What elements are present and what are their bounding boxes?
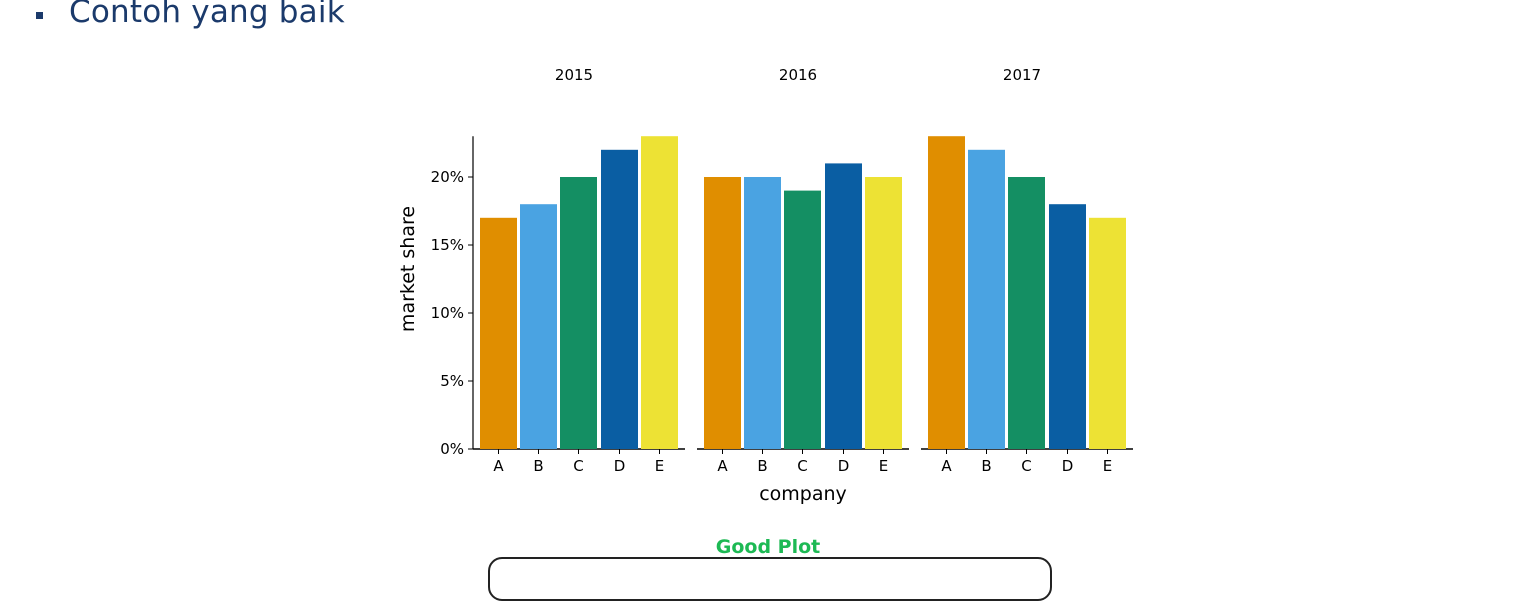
bar-2016-B bbox=[744, 177, 781, 449]
bar-2015-B bbox=[520, 204, 557, 449]
bar-2017-D bbox=[1049, 204, 1086, 449]
bar-2015-D bbox=[601, 149, 638, 450]
x-tick-label: C bbox=[1021, 457, 1031, 475]
y-tick-label: 0% bbox=[440, 440, 464, 458]
caption-box-edge bbox=[488, 557, 1052, 601]
x-tick-label: D bbox=[614, 457, 626, 475]
x-tick-label: D bbox=[838, 457, 850, 475]
y-tick-label: 5% bbox=[440, 372, 464, 390]
y-axis-title: market share bbox=[397, 206, 419, 332]
x-tick-label: A bbox=[493, 457, 504, 475]
bar-2015-C bbox=[560, 177, 597, 449]
y-tick-label: 20% bbox=[431, 168, 464, 186]
bar-2017-E bbox=[1089, 217, 1126, 449]
bullet-marker bbox=[36, 11, 43, 19]
x-tick-label: C bbox=[797, 457, 807, 475]
x-tick-label: A bbox=[717, 457, 728, 475]
panel-title-2016: 2016 bbox=[779, 66, 817, 84]
x-tick-label: B bbox=[981, 457, 991, 475]
x-tick-label: D bbox=[1062, 457, 1074, 475]
bar-2016-D bbox=[825, 163, 862, 449]
faceted-bar-chart: 0% 5% 10% 15% 20% market share 2015 A B C D E 2016 A B… bbox=[397, 66, 1133, 505]
y-tick-label: 15% bbox=[431, 236, 464, 254]
bar-2016-A bbox=[704, 177, 741, 449]
x-tick-label: C bbox=[573, 457, 583, 475]
bar-2017-C bbox=[1008, 177, 1045, 449]
bar-2015-E bbox=[641, 136, 678, 449]
x-tick-label: B bbox=[757, 457, 767, 475]
bar-2016-E bbox=[865, 177, 902, 449]
bar-2015-A bbox=[480, 217, 517, 449]
x-tick-label: B bbox=[533, 457, 543, 475]
x-tick-label: E bbox=[1103, 457, 1112, 475]
plot-caption: Good Plot bbox=[715, 536, 821, 558]
bar-2017-A bbox=[928, 136, 965, 449]
panel-title-2017: 2017 bbox=[1003, 66, 1041, 84]
x-tick-label: E bbox=[879, 457, 888, 475]
y-tick-label: 10% bbox=[431, 304, 464, 322]
x-tick-label: A bbox=[941, 457, 952, 475]
panel-title-2015: 2015 bbox=[555, 66, 593, 84]
bullet-heading: Contoh yang baik bbox=[69, 0, 345, 30]
x-tick-label: E bbox=[655, 457, 664, 475]
x-axis-title: company bbox=[759, 483, 847, 505]
bullet-item: Contoh yang baik bbox=[36, 0, 345, 30]
bar-2017-B bbox=[968, 149, 1005, 450]
bar-2016-C bbox=[784, 190, 821, 449]
